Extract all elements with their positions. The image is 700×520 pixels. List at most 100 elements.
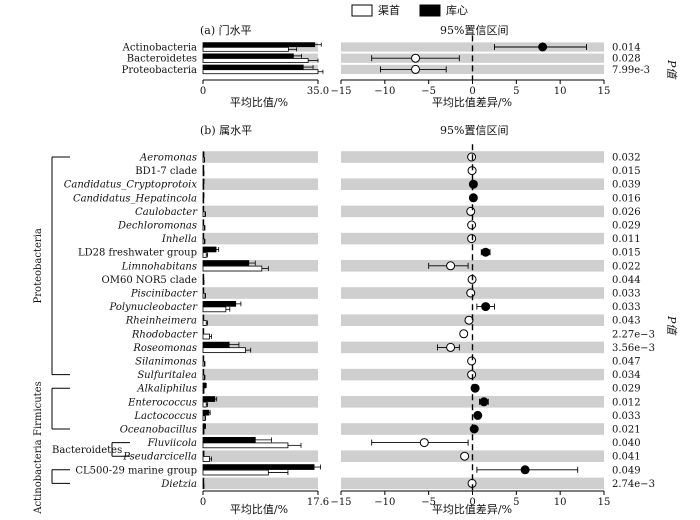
genus-category-label: Inhella	[161, 234, 197, 245]
genus-p-value: 0.029	[612, 221, 641, 232]
genus-diff-point	[467, 152, 477, 162]
phylum-p-value: 7.99e-3	[612, 65, 650, 76]
phylum-bar-qushou	[202, 46, 289, 52]
genus-bar-qushou	[202, 347, 246, 353]
phylum-category-label: Bacteroidetes	[127, 54, 197, 65]
genus-category-label: Lactococcus	[133, 411, 197, 422]
genus-diff-point	[467, 220, 477, 230]
genus-p-value: 0.021	[612, 425, 641, 436]
genus-category-label: Roseomonas	[132, 343, 197, 354]
genus-diff-point	[468, 179, 478, 189]
genus-bar-qushou	[202, 333, 210, 340]
genus-bar-qushou	[202, 360, 205, 367]
genus-diff-point	[419, 438, 429, 448]
genus-category-label: Candidatus_Cryptoprotoix	[64, 180, 198, 191]
phylum-group-label: Bacteroidetes	[52, 445, 122, 456]
genus-diff-point	[464, 315, 474, 325]
genus-category-label: LD28 freshwater group	[78, 248, 197, 259]
genus-diff-point	[459, 329, 469, 339]
genus-bar-stripe	[203, 368, 318, 381]
genus-category-label: Rheinheimera	[125, 316, 197, 327]
genus-p-value: 0.039	[612, 180, 641, 191]
legend-label-kuxin: 库心	[446, 4, 468, 17]
genus-bar-qushou	[202, 469, 269, 476]
genus-p-value: 0.034	[612, 370, 641, 381]
genus-bar-kuxin	[202, 423, 206, 430]
phylum-ci-tick-label: −10	[374, 86, 395, 97]
legend-swatch-qushou	[351, 4, 373, 17]
genus-bar-qushou	[202, 238, 205, 245]
phylum-category-label: Proteobacteria	[122, 65, 197, 76]
genus-bar-qushou	[202, 224, 205, 231]
genus-bar-stripe	[203, 450, 318, 462]
genus-bar-stripe	[203, 151, 318, 163]
genus-p-value: 0.015	[612, 248, 641, 259]
genus-category-label: Dechloromonas	[117, 221, 197, 232]
genus-ci-tick-label: −15	[330, 497, 351, 508]
genus-category-label: Oceanobacillus	[120, 425, 197, 436]
genus-diff-point	[466, 206, 476, 216]
genus-bar-kuxin	[202, 409, 210, 416]
genus-p-value: 0.032	[612, 153, 641, 164]
genus-p-value: 0.033	[612, 302, 641, 313]
genus-p-value: 0.049	[612, 465, 641, 476]
genus-diff-point	[446, 261, 456, 271]
genus-p-value: 0.012	[612, 397, 641, 408]
legend-swatch-kuxin	[419, 4, 441, 17]
genus-p-value: 2.27e−3	[612, 329, 655, 340]
phylum-diff-point	[538, 42, 548, 52]
legend: 渠首 库心	[351, 3, 468, 17]
genus-p-value: 0.015	[612, 166, 641, 177]
phylum-group-label: Firmicutes	[33, 381, 44, 436]
genus-ci-tick-label: 10	[554, 497, 567, 508]
genus-diff-point	[467, 370, 477, 380]
genus-ci-stripe	[341, 396, 604, 408]
genus-bar-qushou	[202, 211, 206, 217]
phylum-group-label: Proteobacteria	[33, 228, 44, 303]
genus-bar-qushou	[202, 415, 206, 421]
genus-bar-qushou	[202, 265, 263, 272]
panel-b-pvalue-label: P值	[665, 315, 678, 336]
genus-category-label: Sulfuritalea	[137, 370, 197, 381]
panel-b-ci-title: 95%置信区间	[440, 124, 508, 137]
genus-bar-stripe	[203, 287, 318, 299]
phylum-ci-tick-label: 10	[554, 86, 567, 97]
genus-diff-point	[520, 465, 530, 475]
genus-bar-qushou	[202, 306, 227, 313]
genus-bar-qushou	[202, 292, 206, 299]
genus-category-label: Pseudarcicella	[122, 452, 197, 463]
phylum-bar-kuxin	[202, 64, 304, 70]
panel-a-ci-xlabel: 平均比值差异/%	[432, 95, 512, 109]
genus-bar-stripe	[203, 232, 318, 245]
genus-category-label: Fluviicola	[147, 438, 197, 449]
genus-bar-stripe	[203, 205, 318, 218]
phylum-ci-tick-label: 5	[513, 86, 519, 97]
genus-bar-stripe	[203, 178, 318, 190]
genus-bar-qushou	[202, 456, 210, 462]
panel-a-bar-xlabel: 平均比值/%	[230, 96, 288, 109]
genus-category-label: CL500-29 marine group	[75, 465, 197, 476]
genus-p-value: 0.033	[612, 411, 641, 422]
genus-p-value: 0.029	[612, 384, 641, 395]
genus-ci-tick-label: 15	[598, 497, 611, 508]
genus-bar-kuxin	[202, 301, 237, 307]
genus-p-value: 0.022	[612, 261, 641, 272]
genus-bar-kuxin	[202, 464, 315, 470]
genus-p-value: 0.044	[612, 275, 641, 286]
genus-p-value: 0.016	[612, 193, 641, 204]
genus-bar-qushou	[202, 442, 289, 449]
phylum-bar-qushou	[202, 69, 319, 75]
genus-diff-point	[468, 193, 478, 203]
genus-diff-point	[466, 288, 476, 298]
genus-bar-qushou	[202, 320, 207, 326]
genus-bar-stripe	[203, 341, 318, 354]
genus-p-value: 0.043	[612, 316, 641, 327]
phylum-bar-tick-label: 0	[200, 86, 206, 97]
genus-category-label: BD1-7 clade	[135, 166, 197, 177]
genus-category-label: Polynucleobacter	[109, 302, 199, 313]
genus-p-value: 0.047	[612, 357, 641, 368]
panel-b-ci-xlabel: 平均比值差异/%	[432, 502, 512, 516]
genus-bar-stripe	[203, 396, 318, 408]
genus-p-value: 2.74e−3	[612, 479, 655, 490]
